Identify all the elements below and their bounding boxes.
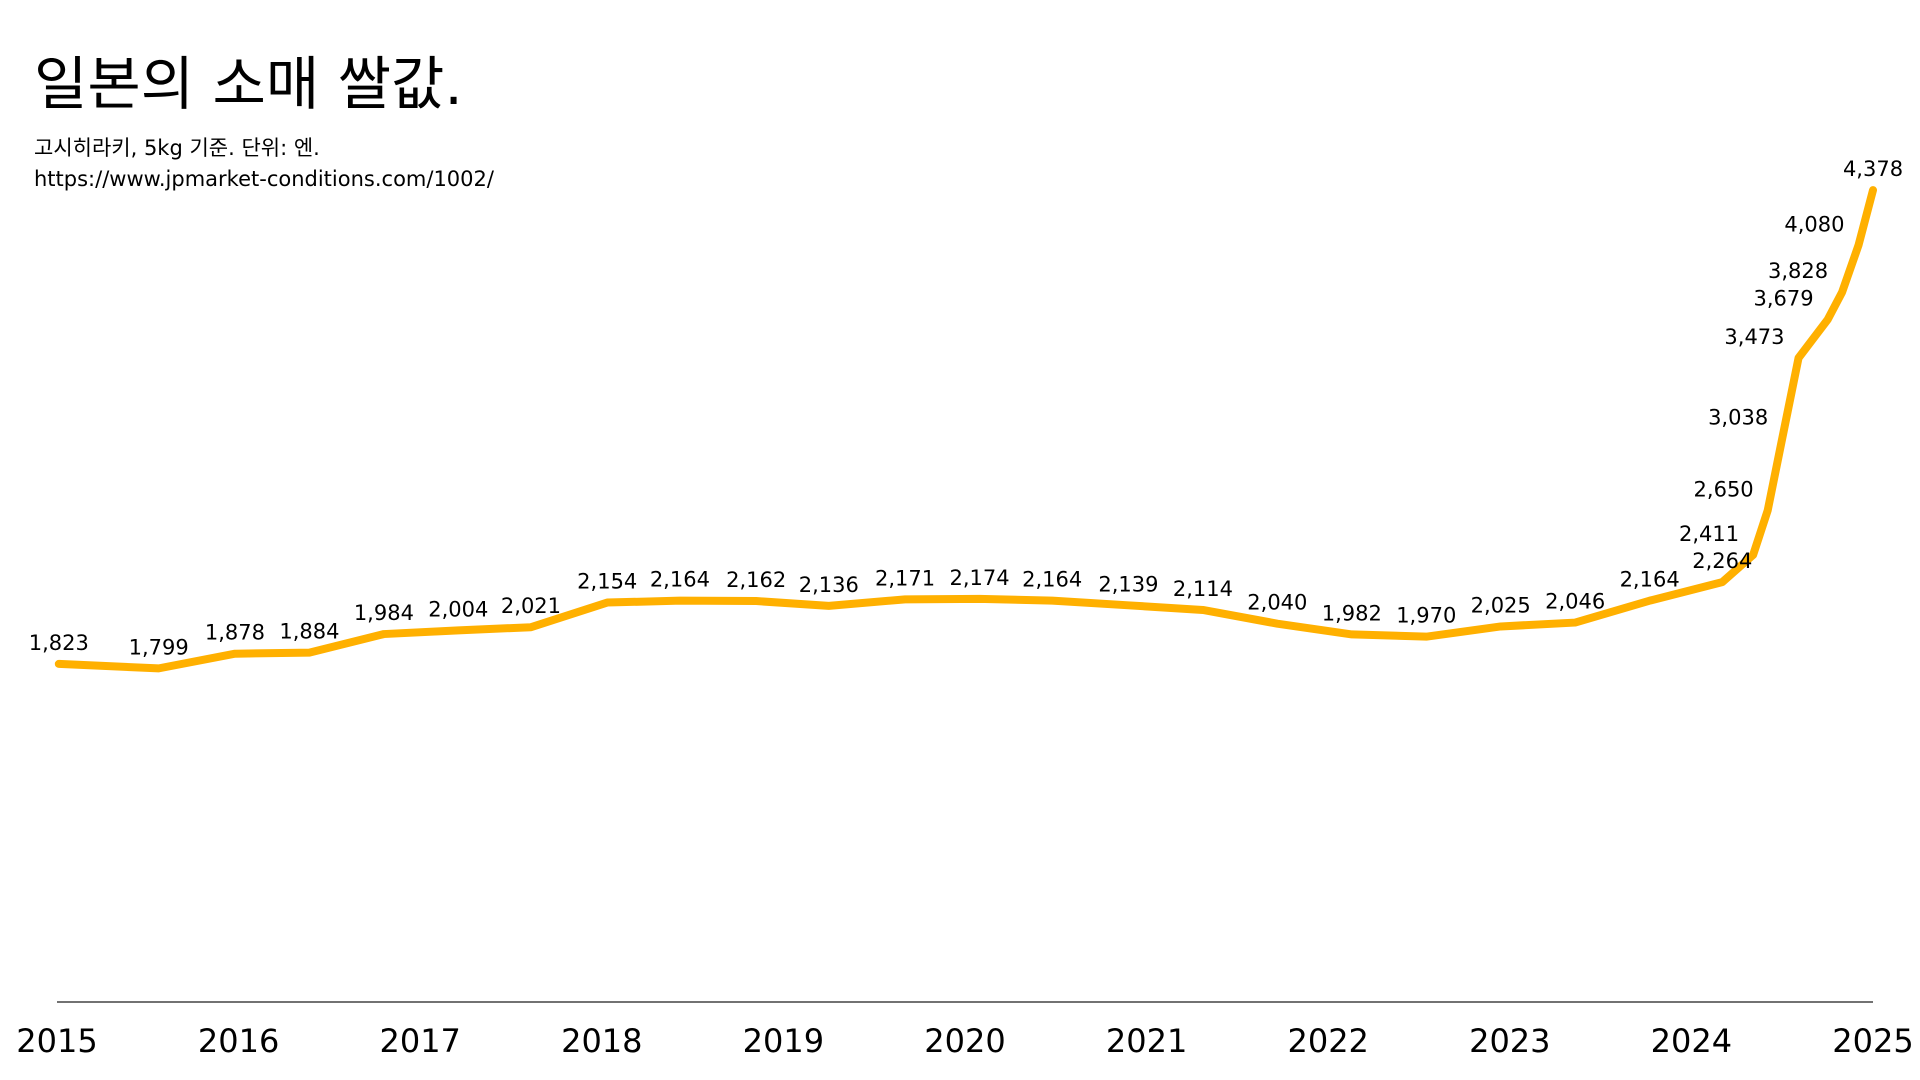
data-label: 1,984 — [354, 601, 414, 625]
x-tick-label: 2015 — [16, 1022, 97, 1060]
data-label: 2,164 — [650, 568, 710, 592]
data-label: 2,025 — [1471, 593, 1531, 617]
data-label: 3,679 — [1753, 287, 1813, 311]
chart-subtitle: 고시히라키, 5kg 기준. 단위: 엔. — [34, 136, 320, 160]
data-label: 2,164 — [1022, 568, 1082, 592]
data-label: 1,982 — [1322, 601, 1382, 625]
data-label: 4,378 — [1843, 157, 1903, 181]
x-tick-label: 2018 — [561, 1022, 642, 1060]
x-tick-label: 2024 — [1651, 1022, 1732, 1060]
x-tick-label: 2020 — [924, 1022, 1005, 1060]
x-tick-label: 2017 — [379, 1022, 460, 1060]
data-label: 1,823 — [29, 631, 89, 655]
data-label: 2,021 — [501, 594, 561, 618]
data-label: 2,650 — [1694, 478, 1754, 502]
data-label: 1,884 — [279, 620, 339, 644]
chart-source: https://www.jpmarket-conditions.com/1002… — [34, 167, 495, 191]
x-tick-label: 2019 — [743, 1022, 824, 1060]
data-label: 2,154 — [577, 570, 637, 594]
data-label: 2,411 — [1679, 522, 1739, 546]
data-label: 1,799 — [129, 635, 189, 659]
data-label: 2,174 — [949, 566, 1009, 590]
data-label: 2,136 — [799, 573, 859, 597]
price-line — [54, 186, 1877, 673]
data-label: 2,004 — [428, 597, 488, 621]
data-label: 1,878 — [205, 621, 265, 645]
data-label: 2,114 — [1173, 577, 1233, 601]
x-tick-label: 2021 — [1106, 1022, 1187, 1060]
data-label: 2,046 — [1545, 590, 1605, 614]
data-label: 3,038 — [1708, 406, 1768, 430]
x-tick-label: 2016 — [198, 1022, 279, 1060]
x-tick-label: 2023 — [1469, 1022, 1550, 1060]
data-label: 2,162 — [726, 568, 786, 592]
data-label: 2,040 — [1247, 591, 1307, 615]
data-label: 1,970 — [1396, 604, 1456, 628]
data-label: 4,080 — [1784, 212, 1844, 236]
data-label: 3,473 — [1724, 325, 1784, 349]
chart-title: 일본의 소매 쌀값. — [34, 50, 463, 118]
data-label: 2,264 — [1692, 549, 1752, 573]
data-label: 2,171 — [875, 566, 935, 590]
x-tick-label: 2022 — [1287, 1022, 1368, 1060]
data-label: 2,139 — [1098, 572, 1158, 596]
x-tick-label: 2025 — [1832, 1022, 1913, 1060]
data-label: 2,164 — [1620, 568, 1680, 592]
data-label: 3,828 — [1768, 259, 1828, 283]
